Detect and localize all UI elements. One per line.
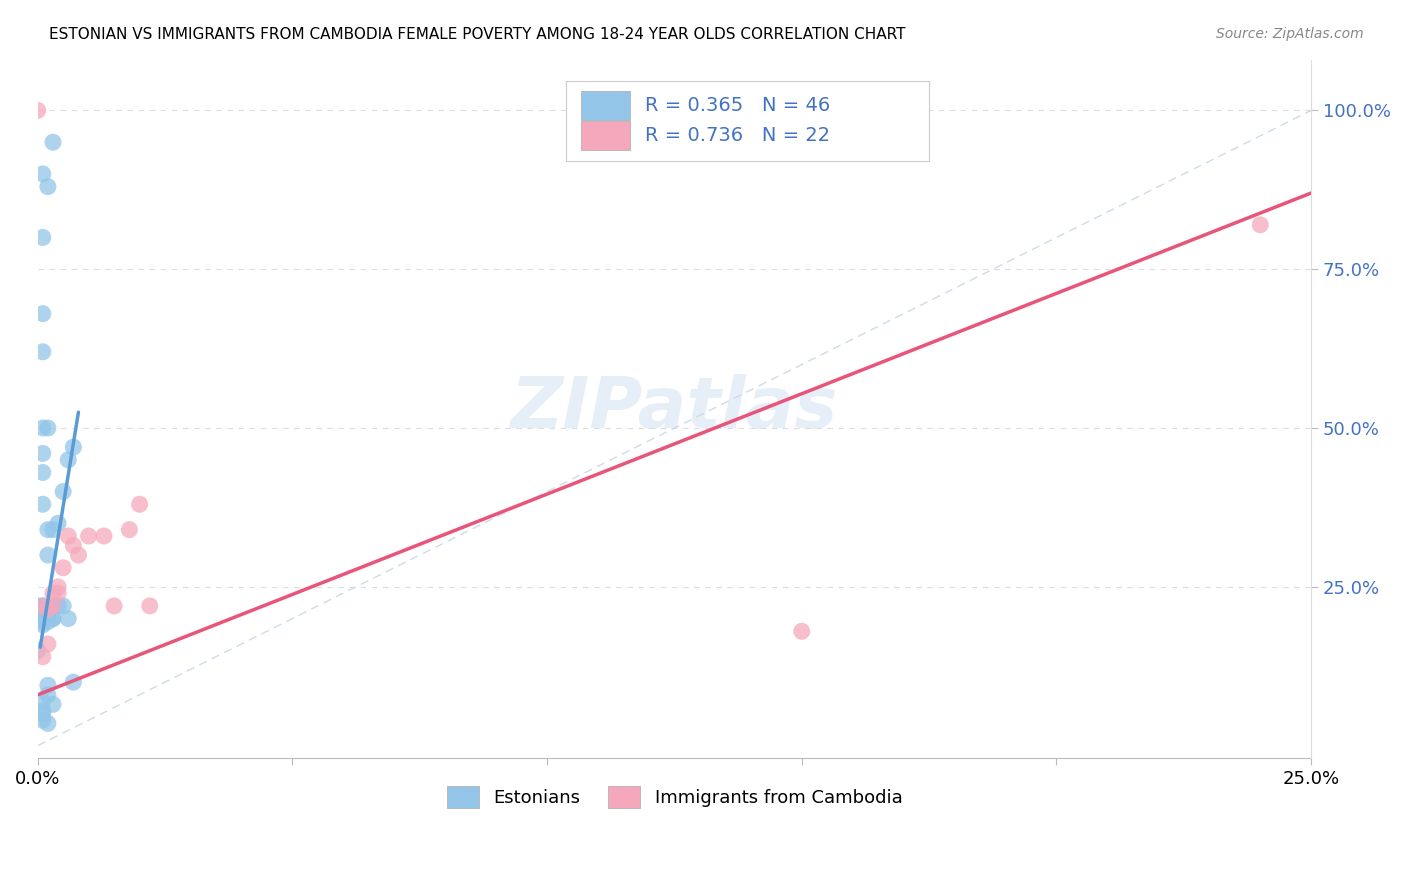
Point	[46, 580, 69, 594]
Point	[31, 713, 53, 727]
Point	[42, 599, 65, 613]
FancyBboxPatch shape	[582, 91, 630, 120]
FancyBboxPatch shape	[582, 121, 630, 151]
Point	[67, 548, 90, 562]
Point	[31, 421, 53, 435]
Point	[139, 599, 162, 613]
Point	[62, 539, 84, 553]
Point	[52, 561, 75, 575]
Point	[93, 529, 115, 543]
FancyBboxPatch shape	[567, 80, 929, 161]
Point	[37, 615, 59, 629]
Point	[27, 599, 49, 613]
Point	[37, 548, 59, 562]
Point	[31, 230, 53, 244]
Point	[31, 599, 53, 613]
Point	[37, 716, 59, 731]
Point	[42, 523, 65, 537]
Point	[1249, 218, 1271, 232]
Point	[52, 599, 75, 613]
Point	[37, 602, 59, 616]
Point	[46, 516, 69, 531]
Point	[46, 599, 69, 613]
Point	[58, 611, 80, 625]
Text: R = 0.365   N = 46: R = 0.365 N = 46	[645, 96, 831, 115]
Point	[27, 615, 49, 629]
Text: Source: ZipAtlas.com: Source: ZipAtlas.com	[1216, 27, 1364, 41]
Point	[31, 466, 53, 480]
Point	[37, 688, 59, 702]
Point	[31, 649, 53, 664]
Point	[37, 602, 59, 616]
Point	[42, 135, 65, 149]
Point	[42, 611, 65, 625]
Point	[62, 675, 84, 690]
Point	[37, 611, 59, 625]
Point	[62, 440, 84, 454]
Point	[31, 618, 53, 632]
Point	[31, 706, 53, 721]
Text: ZIPatlas: ZIPatlas	[510, 375, 838, 443]
Point	[58, 529, 80, 543]
Text: ESTONIAN VS IMMIGRANTS FROM CAMBODIA FEMALE POVERTY AMONG 18-24 YEAR OLDS CORREL: ESTONIAN VS IMMIGRANTS FROM CAMBODIA FEM…	[49, 27, 905, 42]
Point	[118, 523, 141, 537]
Point	[42, 698, 65, 712]
Point	[77, 529, 100, 543]
Text: R = 0.736   N = 22: R = 0.736 N = 22	[645, 127, 831, 145]
Point	[37, 421, 59, 435]
Point	[31, 694, 53, 708]
Point	[37, 678, 59, 692]
Point	[128, 497, 150, 511]
Point	[31, 344, 53, 359]
Point	[46, 586, 69, 600]
Point	[37, 523, 59, 537]
Point	[42, 599, 65, 613]
Point	[42, 611, 65, 625]
Point	[52, 484, 75, 499]
Point	[31, 167, 53, 181]
Point	[31, 307, 53, 321]
Point	[31, 599, 53, 613]
Point	[27, 608, 49, 623]
Legend: Estonians, Immigrants from Cambodia: Estonians, Immigrants from Cambodia	[439, 780, 910, 815]
Point	[37, 637, 59, 651]
Point	[27, 602, 49, 616]
Point	[31, 611, 53, 625]
Point	[42, 586, 65, 600]
Point	[790, 624, 813, 639]
Point	[58, 452, 80, 467]
Point	[37, 179, 59, 194]
Point	[27, 103, 49, 118]
Point	[31, 704, 53, 718]
Point	[31, 446, 53, 460]
Point	[31, 497, 53, 511]
Point	[27, 611, 49, 625]
Point	[103, 599, 125, 613]
Point	[27, 643, 49, 657]
